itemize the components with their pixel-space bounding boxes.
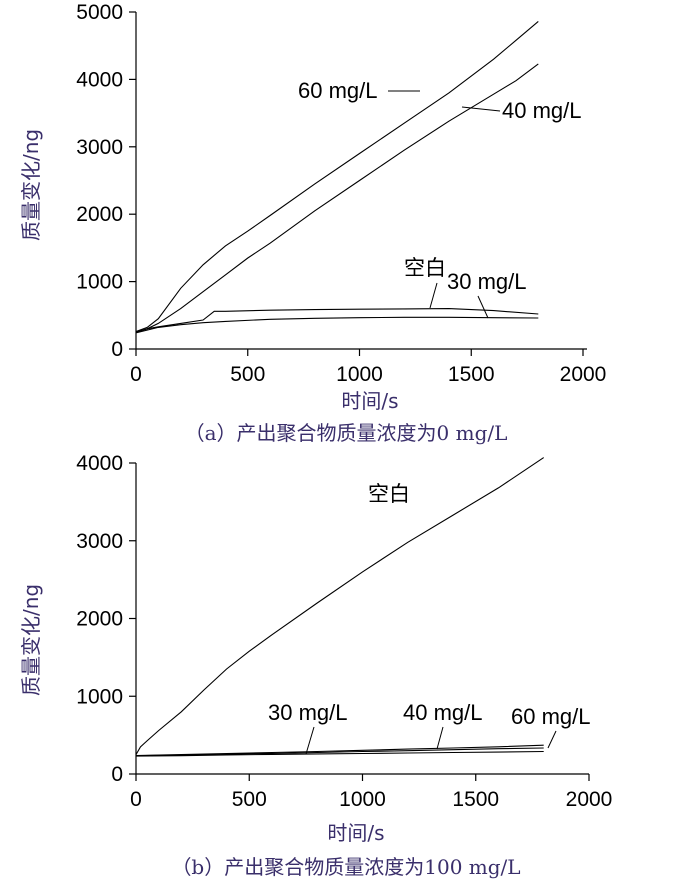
chart-b-label-40: 40 mg/L (403, 700, 483, 725)
chart-b-ylabel: 质量变化/ng (19, 584, 43, 696)
chart-a-leader-blank (429, 282, 438, 309)
chart-b-leader-40 (436, 726, 444, 750)
chart-a-ticks: 0 500 1000 1500 2000 0 1000 2000 3000 4000 5000 (76, 1, 606, 386)
chart-b-leader-30 (305, 726, 315, 755)
chart-a-xtick-label-3: 1500 (448, 363, 495, 386)
chart-a-label-40: 40 mg/L (502, 98, 582, 123)
chart-a-series-2 (135, 308, 539, 333)
chart-a-label-blank: 空白 (404, 256, 446, 280)
chart-b-label-blank: 空白 (368, 482, 410, 506)
chart-a-series-3 (135, 316, 539, 334)
chart-b-ticks: 0 500 1000 1500 2000 0 1000 2000 3000 4000 (76, 452, 612, 811)
chart-a-xtick-label-0: 0 (130, 363, 142, 386)
chart-a-series-0 (135, 20, 539, 333)
chart-a-ytick-label-3: 3000 (76, 136, 123, 159)
chart-a-label-30: 30 mg/L (447, 269, 527, 294)
chart-a-xtick-label-1: 500 (230, 363, 265, 386)
chart-a-ytick-label-4: 4000 (76, 68, 123, 91)
chart-b: 0 500 1000 1500 2000 0 1000 2000 3000 4000 空白 30 … (19, 452, 612, 879)
chart-a-series-1 (135, 63, 539, 333)
chart-b-xlabel: 时间/s (327, 821, 384, 845)
chart-b-xtick-label-3: 1500 (452, 788, 499, 811)
chart-b-series-1 (135, 750, 544, 757)
chart-a-leader-40 (461, 106, 501, 112)
chart-b-series-0 (135, 457, 545, 755)
chart-b-ytick-label-3: 3000 (76, 530, 123, 553)
chart-a-ytick-label-5: 5000 (76, 1, 123, 24)
chart-a-xtick-label-4: 2000 (560, 363, 607, 386)
chart-a-leader-30 (477, 295, 489, 319)
chart-a-xtick-label-2: 1000 (336, 363, 383, 386)
chart-b-ytick-label-2: 2000 (76, 608, 123, 631)
chart-b-label-30: 30 mg/L (268, 700, 348, 725)
chart-a-ytick-label-0: 0 (111, 338, 123, 361)
chart-b-ytick-label-4: 4000 (76, 452, 123, 475)
chart-b-ytick-label-0: 0 (111, 763, 123, 786)
chart-a-series (135, 20, 539, 334)
chart-a-caption: （a）产出聚合物质量浓度为0 mg/L (185, 421, 508, 445)
chart-b-caption: （b）产出聚合物质量浓度为100 mg/L (171, 855, 520, 879)
chart-b-xtick-label-0: 0 (130, 788, 142, 811)
chart-a-xlabel: 时间/s (341, 389, 398, 413)
chart-a-ytick-label-1: 1000 (76, 271, 123, 294)
chart-b-leader-60 (547, 730, 557, 749)
chart-a-annotations: 60 mg/L 40 mg/L 空白 30 mg/L (298, 78, 582, 319)
chart-a-label-60: 60 mg/L (298, 78, 378, 103)
chart-a: 0 500 1000 1500 2000 0 1000 2000 3000 4000 5000 60… (19, 1, 606, 445)
chart-b-series (135, 457, 545, 757)
chart-a-ytick-label-2: 2000 (76, 203, 123, 226)
chart-b-xtick-label-4: 2000 (566, 788, 613, 811)
chart-a-ylabel: 质量变化/ng (19, 129, 43, 241)
chart-b-label-60: 60 mg/L (511, 704, 591, 729)
chart-a-axes (135, 12, 587, 350)
chart-b-ytick-label-1: 1000 (76, 685, 123, 708)
chart-b-xtick-label-1: 500 (232, 788, 267, 811)
chart-b-annotations: 空白 30 mg/L 40 mg/L 60 mg/L (268, 482, 591, 755)
chart-b-series-3 (135, 744, 544, 757)
chart-b-xtick-label-2: 1000 (339, 788, 386, 811)
